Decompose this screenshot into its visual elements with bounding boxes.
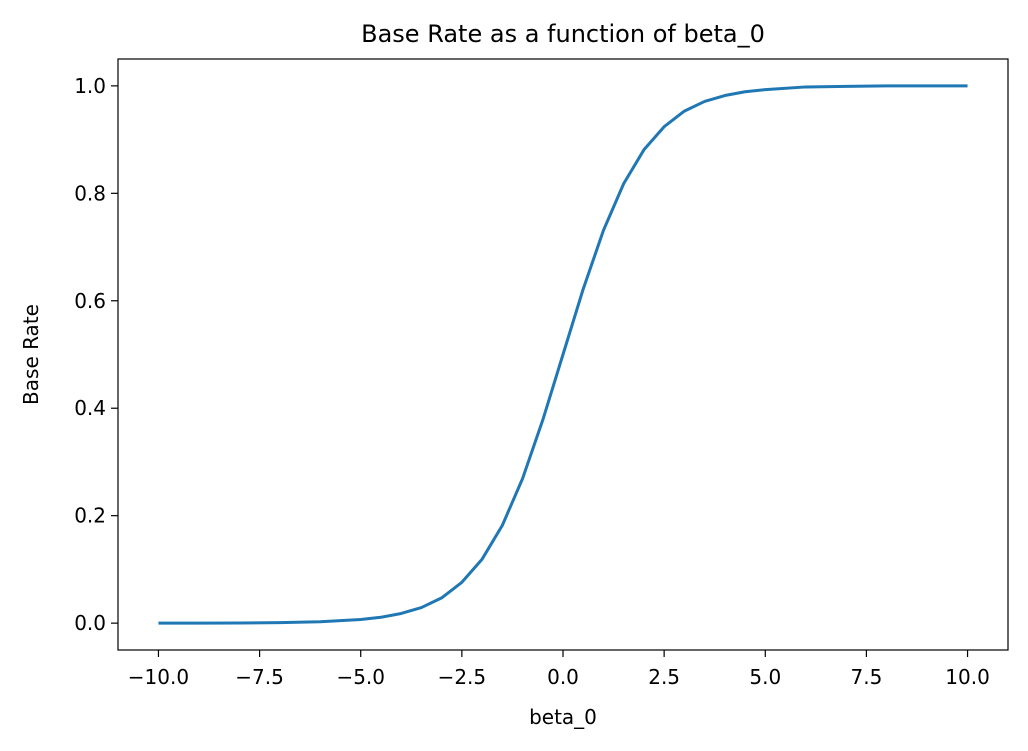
- x-tick-label: −7.5: [235, 665, 284, 689]
- y-tick-label: 0.4: [74, 396, 106, 420]
- y-tick-label: 0.2: [74, 504, 106, 528]
- x-tick-label: −10.0: [128, 665, 189, 689]
- x-axis-label: beta_0: [529, 705, 597, 729]
- x-tick-label: 10.0: [945, 665, 990, 689]
- x-tick-label: −5.0: [336, 665, 385, 689]
- chart-title: Base Rate as a function of beta_0: [361, 20, 765, 48]
- x-tick-label: 5.0: [749, 665, 781, 689]
- series-line-0: [158, 84, 968, 625]
- y-tick-label: 0.0: [74, 611, 106, 635]
- y-axis-label: Base Rate: [19, 304, 43, 405]
- x-tick-label: 2.5: [648, 665, 680, 689]
- x-tick-label: −2.5: [438, 665, 487, 689]
- x-tick-label: 0.0: [547, 665, 579, 689]
- y-tick-label: 0.6: [74, 289, 106, 313]
- y-axis-ticks: 0.0 0.2 0.4 0.6 0.8 1.0: [74, 74, 118, 635]
- y-tick-label: 1.0: [74, 74, 106, 98]
- x-tick-label: 7.5: [851, 665, 883, 689]
- y-tick-label: 0.8: [74, 181, 106, 205]
- plot-area: [117, 58, 1009, 651]
- x-axis-ticks: −10.0 −7.5 −5.0 −2.5 0.0 2.5 5.0 7.5 10.0: [128, 650, 990, 689]
